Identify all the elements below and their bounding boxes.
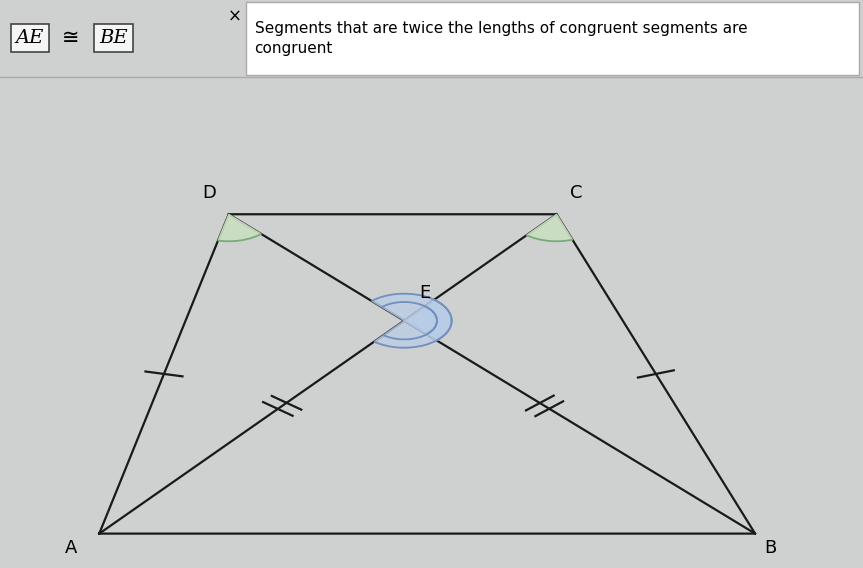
Text: ≅: ≅: [62, 28, 79, 48]
Polygon shape: [404, 300, 451, 340]
Polygon shape: [372, 294, 451, 348]
Text: BE: BE: [99, 30, 128, 47]
Text: AE: AE: [16, 30, 44, 47]
Text: B: B: [764, 538, 776, 557]
Text: A: A: [66, 538, 78, 557]
Polygon shape: [526, 214, 572, 241]
Text: Segments that are twice the lengths of congruent segments are
congruent: Segments that are twice the lengths of c…: [255, 22, 747, 56]
Text: ×: ×: [228, 8, 242, 26]
Text: D: D: [202, 184, 216, 202]
Text: C: C: [570, 184, 582, 202]
Text: E: E: [419, 284, 431, 302]
FancyBboxPatch shape: [246, 2, 859, 75]
Polygon shape: [218, 214, 261, 241]
